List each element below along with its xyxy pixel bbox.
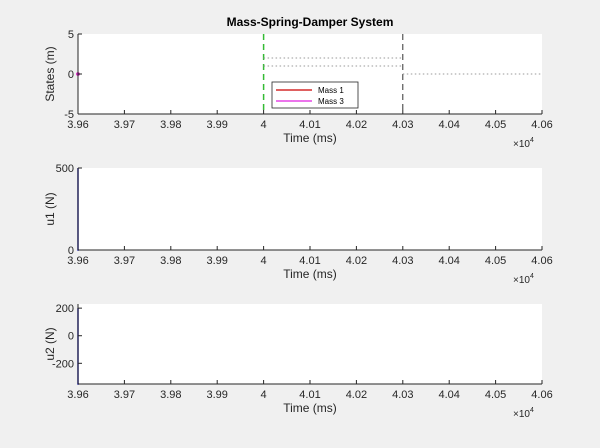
x-tick-label: 3.99	[206, 255, 227, 267]
x-exponent-base: ×10	[513, 409, 530, 420]
x-tick-label: 4.01	[299, 255, 320, 267]
axes-background	[78, 304, 542, 384]
x-axis-label: Time (ms)	[283, 131, 337, 145]
x-tick-label: 4.04	[438, 389, 459, 401]
legend-label: Mass 1	[318, 86, 344, 95]
x-tick-label: 4.02	[346, 255, 367, 267]
x-tick-label: 4.06	[531, 389, 552, 401]
x-tick-label: 3.99	[206, 119, 227, 131]
x-tick-label: 4.02	[346, 119, 367, 131]
x-tick-label: 3.98	[160, 389, 181, 401]
x-tick-label: 3.97	[114, 119, 135, 131]
x-axis-label: Time (ms)	[283, 267, 337, 281]
x-tick-label: 4.01	[299, 119, 320, 131]
x-tick-label: 3.99	[206, 389, 227, 401]
x-tick-label: 4	[261, 119, 267, 131]
x-exponent-power: 4	[530, 137, 534, 144]
subplot-1: 3.96 3.97 3.98 3.99 4 4.01 4.02 4.03 4.04 4.05 4.0…	[43, 15, 553, 150]
x-tick-label: 4.02	[346, 389, 367, 401]
x-axis-label: Time (ms)	[283, 401, 337, 415]
subplot-3: 3.96 3.97 3.98 3.99 4 4.01 4.02 4.03 4.04 4.05 4.0…	[43, 303, 553, 420]
chart-title: Mass-Spring-Damper System	[227, 15, 394, 29]
y-tick-label: 500	[56, 163, 74, 175]
x-tick-label: 4.01	[299, 389, 320, 401]
x-tick-label: 4.05	[485, 119, 506, 131]
x-tick-label: 4.04	[438, 255, 459, 267]
x-tick-label: 3.97	[114, 255, 135, 267]
x-tick-label: 4.05	[485, 255, 506, 267]
x-exponent-base: ×10	[513, 139, 530, 150]
legend-box	[271, 81, 359, 109]
x-exponent-base: ×10	[513, 275, 530, 286]
x-tick-label: 3.98	[160, 255, 181, 267]
x-tick-label: 4.03	[392, 119, 413, 131]
x-tick-label: 4.03	[392, 255, 413, 267]
y-tick-label: 200	[56, 303, 74, 315]
x-exponent-label: ×104	[513, 137, 534, 150]
y-tick-label: -5	[64, 109, 74, 121]
x-tick-label: 3.97	[114, 389, 135, 401]
x-exponent-power: 4	[530, 407, 534, 414]
y-tick-label: 0	[68, 69, 74, 81]
y-tick-label: 0	[68, 331, 74, 343]
axes-background	[78, 168, 542, 250]
x-tick-label: 4	[261, 255, 267, 267]
subplot-2: 3.96 3.97 3.98 3.99 4 4.01 4.02 4.03 4.04 4.05 4.0…	[43, 163, 553, 286]
x-tick-label: 3.96	[67, 255, 88, 267]
x-tick-label: 3.98	[160, 119, 181, 131]
x-tick-label: 3.96	[67, 389, 88, 401]
x-tick-label: 4.05	[485, 389, 506, 401]
x-exponent-label: ×104	[513, 273, 534, 286]
x-tick-label: 4	[261, 389, 267, 401]
y-axis-label: u2 (N)	[43, 327, 57, 360]
x-tick-label: 4.06	[531, 255, 552, 267]
x-tick-label: 3.96	[67, 119, 88, 131]
y-tick-label: 5	[68, 29, 74, 41]
y-axis-label: States (m)	[43, 46, 57, 101]
legend-label: Mass 3	[318, 97, 344, 106]
x-exponent-power: 4	[530, 273, 534, 280]
x-tick-label: 4.04	[438, 119, 459, 131]
x-tick-label: 4.06	[531, 119, 552, 131]
y-tick-label: 0	[68, 245, 74, 257]
x-tick-label: 4.03	[392, 389, 413, 401]
x-exponent-label: ×104	[513, 407, 534, 420]
y-tick-label: -200	[52, 358, 74, 370]
legend: Mass 1 Mass 3	[271, 81, 359, 109]
y-axis-label: u1 (N)	[43, 192, 57, 225]
